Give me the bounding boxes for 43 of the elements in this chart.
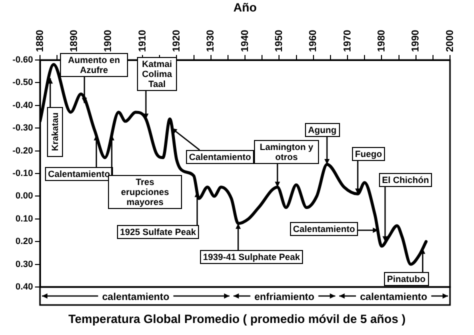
annotation: 1925 Sulfate Peak xyxy=(117,225,200,239)
x-tick-label: 1990 xyxy=(410,29,422,52)
text: calentamiento xyxy=(102,292,170,303)
y-tick-label: -0.30 xyxy=(12,122,33,133)
x-tick-label: 1900 xyxy=(103,29,114,52)
y-tick-label: -0.50 xyxy=(12,77,33,88)
x-tick-label: 1950 xyxy=(274,29,285,52)
text: Temperatura Global Promedio ( promedio móvil de 5 años ) xyxy=(67,312,407,326)
y-tick-label: -0.60 xyxy=(12,54,33,64)
x-tick-label: 1970 xyxy=(342,29,354,52)
annotation: Lamington y otros xyxy=(254,140,319,164)
annotation: Pinatubo xyxy=(384,272,428,286)
y-tick-label: -0.40 xyxy=(12,100,33,110)
y-tick-label: -0.20 xyxy=(12,145,33,156)
y-tick-label: 0.10 xyxy=(15,213,33,224)
x-tick-label: 1890 xyxy=(68,29,80,52)
x-tick-label: 1980 xyxy=(376,29,388,52)
x-tick-label: 2000 xyxy=(444,29,456,52)
x-tick-label: 1910 xyxy=(137,29,148,52)
x-tick-label: 1920 xyxy=(171,29,182,52)
text: calentamiento xyxy=(360,292,428,303)
annotation: 1939-41 Sulphate Peak xyxy=(200,250,304,264)
annotation: Calentamiento xyxy=(45,167,114,181)
annotation: Agung xyxy=(305,123,340,137)
annotation: Tres erupciones mayores xyxy=(120,177,169,207)
annotation: Aumento en Azufre xyxy=(60,53,128,77)
x-tick-label: 1960 xyxy=(308,29,320,52)
text: enfriamiento xyxy=(254,292,314,303)
y-tick-label: 0.30 xyxy=(15,258,33,269)
x-tick-label: 1930 xyxy=(206,29,217,52)
y-tick-label: 0.00 xyxy=(15,190,33,201)
annotation: Calentamiento xyxy=(290,222,358,236)
annotation: Calentamiento xyxy=(186,150,254,164)
y-tick-label: 0.40 xyxy=(15,281,33,292)
annotation: El Chichón xyxy=(379,173,432,187)
annotation: Krakatau xyxy=(47,107,63,157)
annotation: Katmai Colima Taal xyxy=(137,57,177,91)
x-tick-label: 1880 xyxy=(34,29,46,52)
y-tick-label: 0.20 xyxy=(15,236,33,246)
x-axis-title: Año xyxy=(233,0,257,15)
x-tick-label: 1940 xyxy=(240,29,251,52)
y-tick-label: -0.10 xyxy=(12,168,33,178)
annotation: Fuego xyxy=(352,147,385,161)
